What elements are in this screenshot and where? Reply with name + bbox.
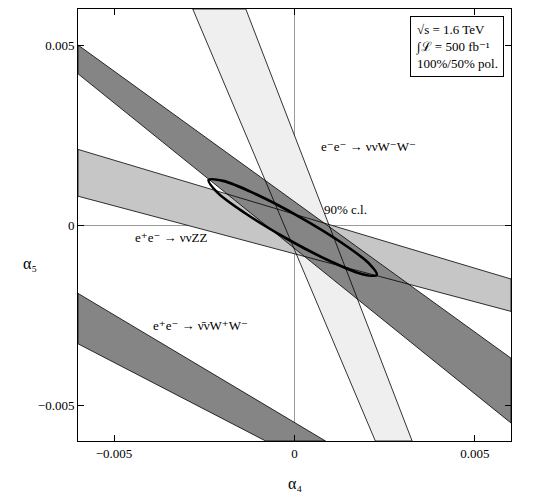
svg-text:α₅: α₅ [23,255,37,272]
svg-text:0: 0 [68,218,75,233]
svg-text:0.005: 0.005 [460,446,489,461]
svg-text:e⁺e⁻ → ννZZ: e⁺e⁻ → ννZZ [135,230,207,245]
svg-text:0.005: 0.005 [45,38,74,53]
svg-text:√s = 1.6 TeV∫ℒ = 500 fb⁻¹100%/: √s = 1.6 TeV∫ℒ = 500 fb⁻¹100%/50% pol. [416,22,498,71]
svg-text:α₄: α₄ [288,475,302,492]
svg-text:0: 0 [291,446,298,461]
svg-text:e⁻e⁻ → ννW⁻W⁻: e⁻e⁻ → ννW⁻W⁻ [321,139,416,154]
svg-text:90% c.l.: 90% c.l. [324,202,367,217]
svg-text:−0.005: −0.005 [38,398,75,413]
svg-text:−0.005: −0.005 [96,446,133,461]
svg-text:e⁺e⁻ → ν̄νW⁺W⁻: e⁺e⁻ → ν̄νW⁺W⁻ [153,318,248,333]
